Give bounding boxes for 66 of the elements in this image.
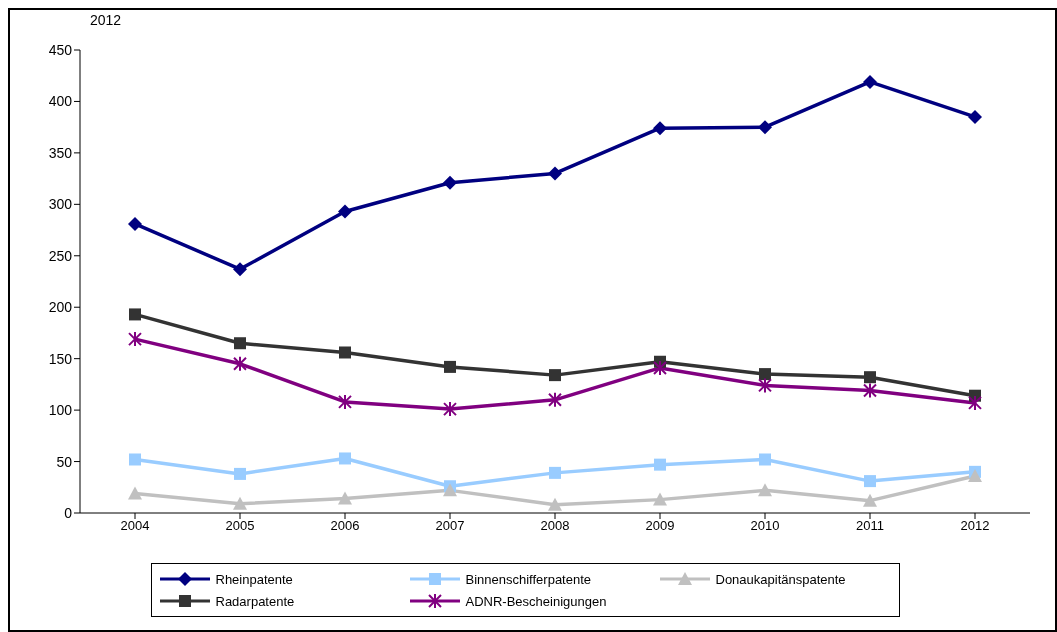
point (549, 369, 561, 382)
y-tick-label: 0 (64, 504, 73, 521)
point (968, 468, 982, 482)
x-tick-label: 2004 (120, 518, 150, 534)
point (443, 175, 457, 190)
point (548, 497, 562, 511)
point (339, 346, 351, 359)
legend-label: Donaukapitänspatente (715, 571, 846, 587)
point (129, 308, 141, 321)
point (653, 121, 667, 136)
point (338, 393, 352, 410)
point (654, 458, 666, 471)
legend-label: Radarpatente (215, 593, 295, 609)
point (338, 204, 352, 219)
point (863, 493, 877, 507)
point (128, 216, 142, 231)
point (758, 120, 772, 135)
y-tick-label: 50 (56, 453, 73, 470)
chart-title: 2012 (90, 12, 122, 28)
point (234, 467, 246, 480)
point (338, 491, 352, 505)
point (549, 466, 561, 479)
point (968, 109, 982, 124)
point (864, 371, 876, 384)
x-tick-label: 2005 (225, 518, 255, 534)
point (339, 452, 351, 465)
point (548, 391, 562, 408)
point (863, 74, 877, 89)
legend-label: ADNR-Bescheinigungen (465, 593, 607, 609)
point (443, 401, 457, 418)
point (968, 394, 982, 411)
point (548, 166, 562, 181)
x-tick-label: 2010 (750, 518, 780, 534)
x-tick-label: 2009 (645, 518, 675, 534)
point (128, 331, 142, 348)
point (129, 453, 141, 466)
y-tick-label: 250 (48, 247, 73, 264)
point (758, 377, 772, 394)
legend-label: Binnenschifferpatente (465, 571, 592, 587)
y-tick-label: 100 (48, 402, 73, 419)
point (653, 492, 667, 506)
point (234, 337, 246, 350)
point (233, 355, 247, 372)
x-tick-label: 2006 (330, 518, 360, 534)
y-tick-label: 150 (48, 350, 73, 367)
y-tick-label: 300 (48, 196, 73, 213)
point (233, 496, 247, 510)
x-tick-label: 2008 (540, 518, 570, 534)
point (443, 483, 457, 497)
point (444, 360, 456, 373)
point (759, 368, 771, 381)
point (653, 359, 667, 376)
x-tick-label: 2011 (856, 518, 884, 534)
point (233, 262, 247, 277)
point (128, 486, 142, 500)
legend-label: Rheinpatente (215, 571, 293, 587)
x-tick-label: 2007 (435, 518, 465, 534)
y-tick-label: 350 (48, 144, 73, 161)
y-tick-label: 400 (48, 93, 73, 110)
y-tick-label: 450 (48, 41, 73, 58)
y-tick-label: 200 (48, 299, 73, 316)
point (758, 483, 772, 497)
x-tick-label: 2012 (960, 518, 990, 534)
point (759, 453, 771, 466)
point (864, 475, 876, 488)
point (863, 382, 877, 399)
